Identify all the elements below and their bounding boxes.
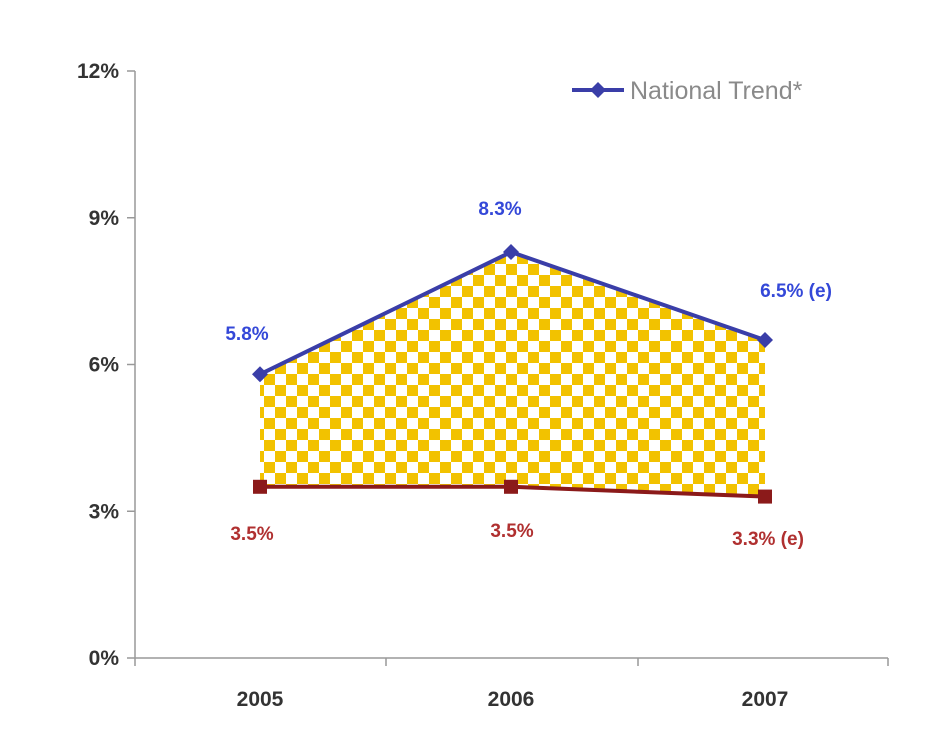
- y-tick-label: 9%: [89, 207, 120, 230]
- data-point-marker: [504, 479, 518, 494]
- legend-marker-swatch: [590, 82, 606, 98]
- data-label: 5.8%: [225, 324, 268, 345]
- y-tick-label: 0%: [89, 647, 120, 670]
- legend: National Trend*: [572, 77, 803, 105]
- fill-between-polygon: [260, 251, 765, 497]
- axes: 0% 3% 6% 9% 12% 2005 2006 2007: [77, 60, 889, 711]
- y-tick-label: 12%: [77, 60, 119, 83]
- data-label: 6.5% (e): [760, 281, 832, 302]
- data-label: 3.3% (e): [732, 529, 804, 550]
- data-label: 8.3%: [478, 199, 521, 220]
- y-tick-label: 3%: [89, 500, 120, 523]
- data-point-marker: [503, 243, 519, 260]
- data-label: 3.5%: [230, 524, 273, 545]
- data-point-marker: [252, 366, 268, 383]
- data-labels: 5.8% 8.3% 6.5% (e) 3.5% 3.5% 3.3% (e): [225, 199, 832, 550]
- fill-between-area: [260, 251, 765, 497]
- series-layer: [252, 243, 773, 504]
- y-tick-label: 6%: [89, 354, 120, 377]
- data-point-marker: [758, 489, 772, 504]
- x-tick-label: 2006: [488, 688, 535, 711]
- legend-entry-label: National Trend*: [630, 77, 803, 105]
- x-tick-label: 2005: [237, 688, 284, 711]
- data-point-marker: [253, 479, 267, 494]
- data-point-marker: [757, 332, 773, 349]
- x-tick-label: 2007: [742, 688, 789, 711]
- data-label: 3.5%: [490, 521, 533, 542]
